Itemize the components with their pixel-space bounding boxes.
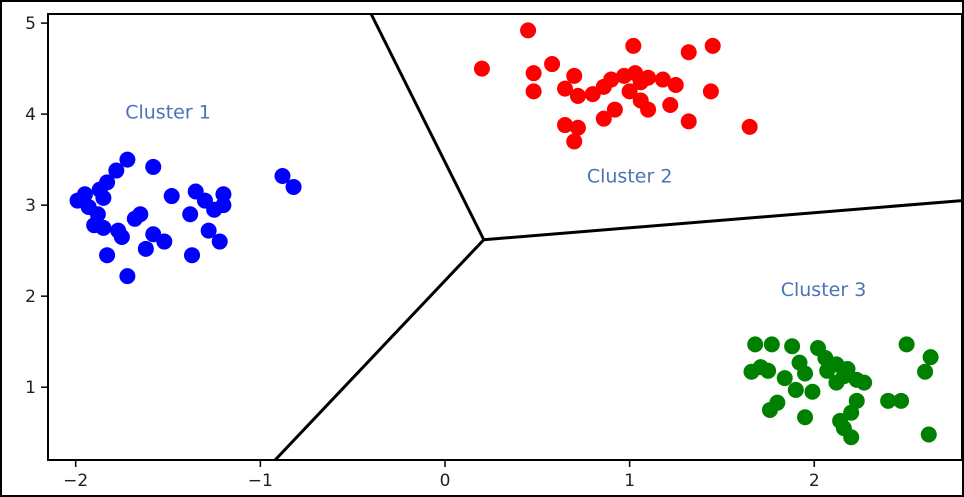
- cluster-3-point: [856, 374, 873, 391]
- cluster-2-point: [680, 44, 697, 61]
- cluster-2-point: [603, 71, 620, 88]
- cluster-1-point: [137, 240, 154, 257]
- cluster-1-point: [182, 206, 199, 223]
- cluster-2-point: [702, 83, 719, 100]
- cluster-1-point: [145, 158, 162, 175]
- data-points: [69, 22, 939, 446]
- cluster-2-point: [557, 80, 574, 97]
- cluster-3-point: [804, 383, 821, 400]
- cluster-2-point: [640, 101, 657, 118]
- cluster-2-point: [680, 113, 697, 130]
- cluster-3-point: [917, 363, 934, 380]
- cluster-3-point: [828, 374, 845, 391]
- x-axis: −2 −1 0 1 2: [63, 460, 820, 491]
- x-tick-label: 2: [809, 471, 820, 491]
- y-tick-label: 5: [25, 14, 36, 34]
- cluster-2-point: [625, 37, 642, 54]
- cluster-3-point: [747, 336, 764, 353]
- y-tick-label: 4: [25, 105, 36, 125]
- y-tick-label: 3: [25, 196, 36, 216]
- y-tick-label: 2: [25, 287, 36, 307]
- cluster-2-point: [704, 37, 721, 54]
- boundary-line-1: [369, 14, 486, 241]
- cluster-2-label: Cluster 2: [587, 165, 673, 187]
- cluster-2-point: [569, 87, 586, 104]
- cluster-1-point: [113, 229, 130, 245]
- x-tick-label: 0: [440, 471, 451, 491]
- cluster-2-point: [520, 22, 537, 39]
- cluster-3-point: [752, 359, 769, 376]
- x-tick-label: −1: [248, 471, 273, 491]
- cluster-3-point: [832, 412, 849, 429]
- cluster-2-point: [566, 133, 583, 150]
- cluster-3-label: Cluster 3: [781, 279, 867, 301]
- cluster-1-point: [200, 222, 217, 239]
- cluster-2-point: [640, 69, 657, 86]
- cluster-annotations: Cluster 1 Cluster 2 Cluster 3: [125, 102, 866, 301]
- cluster-1-point: [184, 247, 201, 264]
- cluster-2-point: [569, 119, 586, 136]
- cluster-3-point: [839, 360, 856, 377]
- cluster-1-point: [211, 233, 228, 250]
- x-tick-label: 1: [624, 471, 635, 491]
- boundary-line-2: [483, 199, 962, 242]
- cluster-1-point: [108, 162, 125, 179]
- cluster-2-point: [525, 65, 542, 82]
- cluster-3-point: [920, 426, 937, 443]
- cluster-2-point: [566, 67, 583, 84]
- cluster-3-point: [898, 336, 915, 353]
- cluster-3-point: [843, 404, 860, 421]
- cluster-2-point: [741, 118, 758, 135]
- cluster-3-point: [761, 401, 778, 418]
- cluster-3-point: [880, 392, 897, 409]
- cluster-1-label: Cluster 1: [125, 102, 211, 124]
- cluster-3-point: [787, 381, 804, 398]
- cluster-3-point: [763, 336, 780, 353]
- boundary-line-3: [274, 238, 485, 460]
- y-tick-label: 1: [25, 378, 36, 398]
- cluster-1-point: [285, 178, 302, 195]
- cluster-3-point: [776, 370, 793, 387]
- cluster-1-point: [132, 206, 149, 223]
- cluster-3-point: [843, 429, 860, 446]
- cluster-1-point: [274, 168, 291, 185]
- cluster-1-point: [95, 219, 112, 236]
- cluster-2-point: [606, 101, 623, 118]
- cluster-2-point: [595, 110, 612, 127]
- cluster-2-point: [557, 117, 574, 134]
- cluster-2-point: [667, 76, 684, 93]
- cluster-2-point: [621, 83, 638, 100]
- x-tick-label: −2: [63, 471, 88, 491]
- cluster-1-point: [119, 268, 136, 285]
- cluster-3-point: [922, 349, 939, 366]
- cluster-2-point: [544, 56, 561, 73]
- cluster-2-point: [473, 60, 490, 77]
- cluster-1-point: [95, 189, 112, 206]
- cluster-1-point: [145, 226, 162, 243]
- cluster-1-point: [99, 247, 116, 264]
- y-axis: 1 2 3 4 5: [25, 14, 48, 398]
- cluster-3-point: [797, 409, 814, 426]
- cluster-2-point: [654, 71, 671, 88]
- cluster-2-point: [525, 83, 542, 100]
- decision-boundaries: [274, 14, 962, 460]
- cluster-3-point: [893, 392, 910, 409]
- cluster-3-point: [797, 365, 814, 382]
- cluster-1-point: [215, 186, 232, 203]
- cluster-3-point: [784, 338, 801, 355]
- cluster-2-point: [662, 97, 679, 114]
- cluster-1-point: [163, 188, 180, 205]
- cluster-1-point: [119, 151, 136, 168]
